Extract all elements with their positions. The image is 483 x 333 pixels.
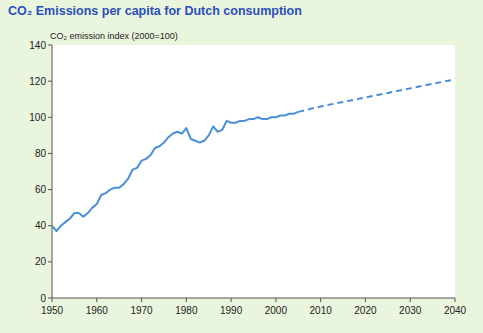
y-tick-label: 0 (40, 293, 46, 304)
y-tick-label: 80 (35, 148, 47, 159)
x-tick-label: 1970 (130, 305, 153, 316)
x-tick (96, 298, 97, 302)
y-tick (48, 153, 52, 154)
x-tick (52, 298, 53, 302)
x-tick-label: 2040 (444, 305, 467, 316)
x-tick-label: 2020 (354, 305, 377, 316)
x-tick-label: 2000 (265, 305, 288, 316)
y-tick-label: 60 (35, 184, 47, 195)
x-tick (455, 298, 456, 302)
y-tick (48, 261, 52, 262)
y-tick (48, 298, 52, 299)
x-tick (141, 298, 142, 302)
x-tick (186, 298, 187, 302)
x-tick-label: 1990 (220, 305, 243, 316)
series-group (52, 79, 455, 231)
y-tick (48, 45, 52, 46)
y-tick (48, 225, 52, 226)
y-tick (48, 117, 52, 118)
y-tick-label: 20 (35, 256, 47, 267)
x-axis (52, 298, 455, 299)
y-tick-label: 40 (35, 220, 47, 231)
x-tick-label: 2010 (310, 305, 333, 316)
y-tick (48, 189, 52, 190)
plot-area (52, 45, 455, 298)
chart: CO₂ Emissions per capita for Dutch consu… (0, 0, 483, 333)
x-tick (275, 298, 276, 302)
series-line (298, 79, 455, 112)
title: CO₂ Emissions per capita for Dutch consu… (8, 4, 302, 18)
x-tick-label: 1980 (175, 305, 198, 316)
x-tick-label: 1960 (86, 305, 109, 316)
x-tick (365, 298, 366, 302)
x-tick (231, 298, 232, 302)
y-axis-label: CO₂ emission index (2000=100) (50, 31, 178, 41)
y-tick (48, 81, 52, 82)
y-axis (52, 45, 53, 298)
x-tick (410, 298, 411, 302)
series-line (52, 112, 298, 231)
y-tick-label: 100 (29, 112, 46, 123)
background (0, 0, 483, 333)
y-tick-label: 120 (29, 76, 46, 87)
x-tick-label: 1950 (41, 305, 64, 316)
x-tick (320, 298, 321, 302)
x-tick-label: 2030 (399, 305, 422, 316)
y-tick-label: 140 (29, 40, 46, 51)
